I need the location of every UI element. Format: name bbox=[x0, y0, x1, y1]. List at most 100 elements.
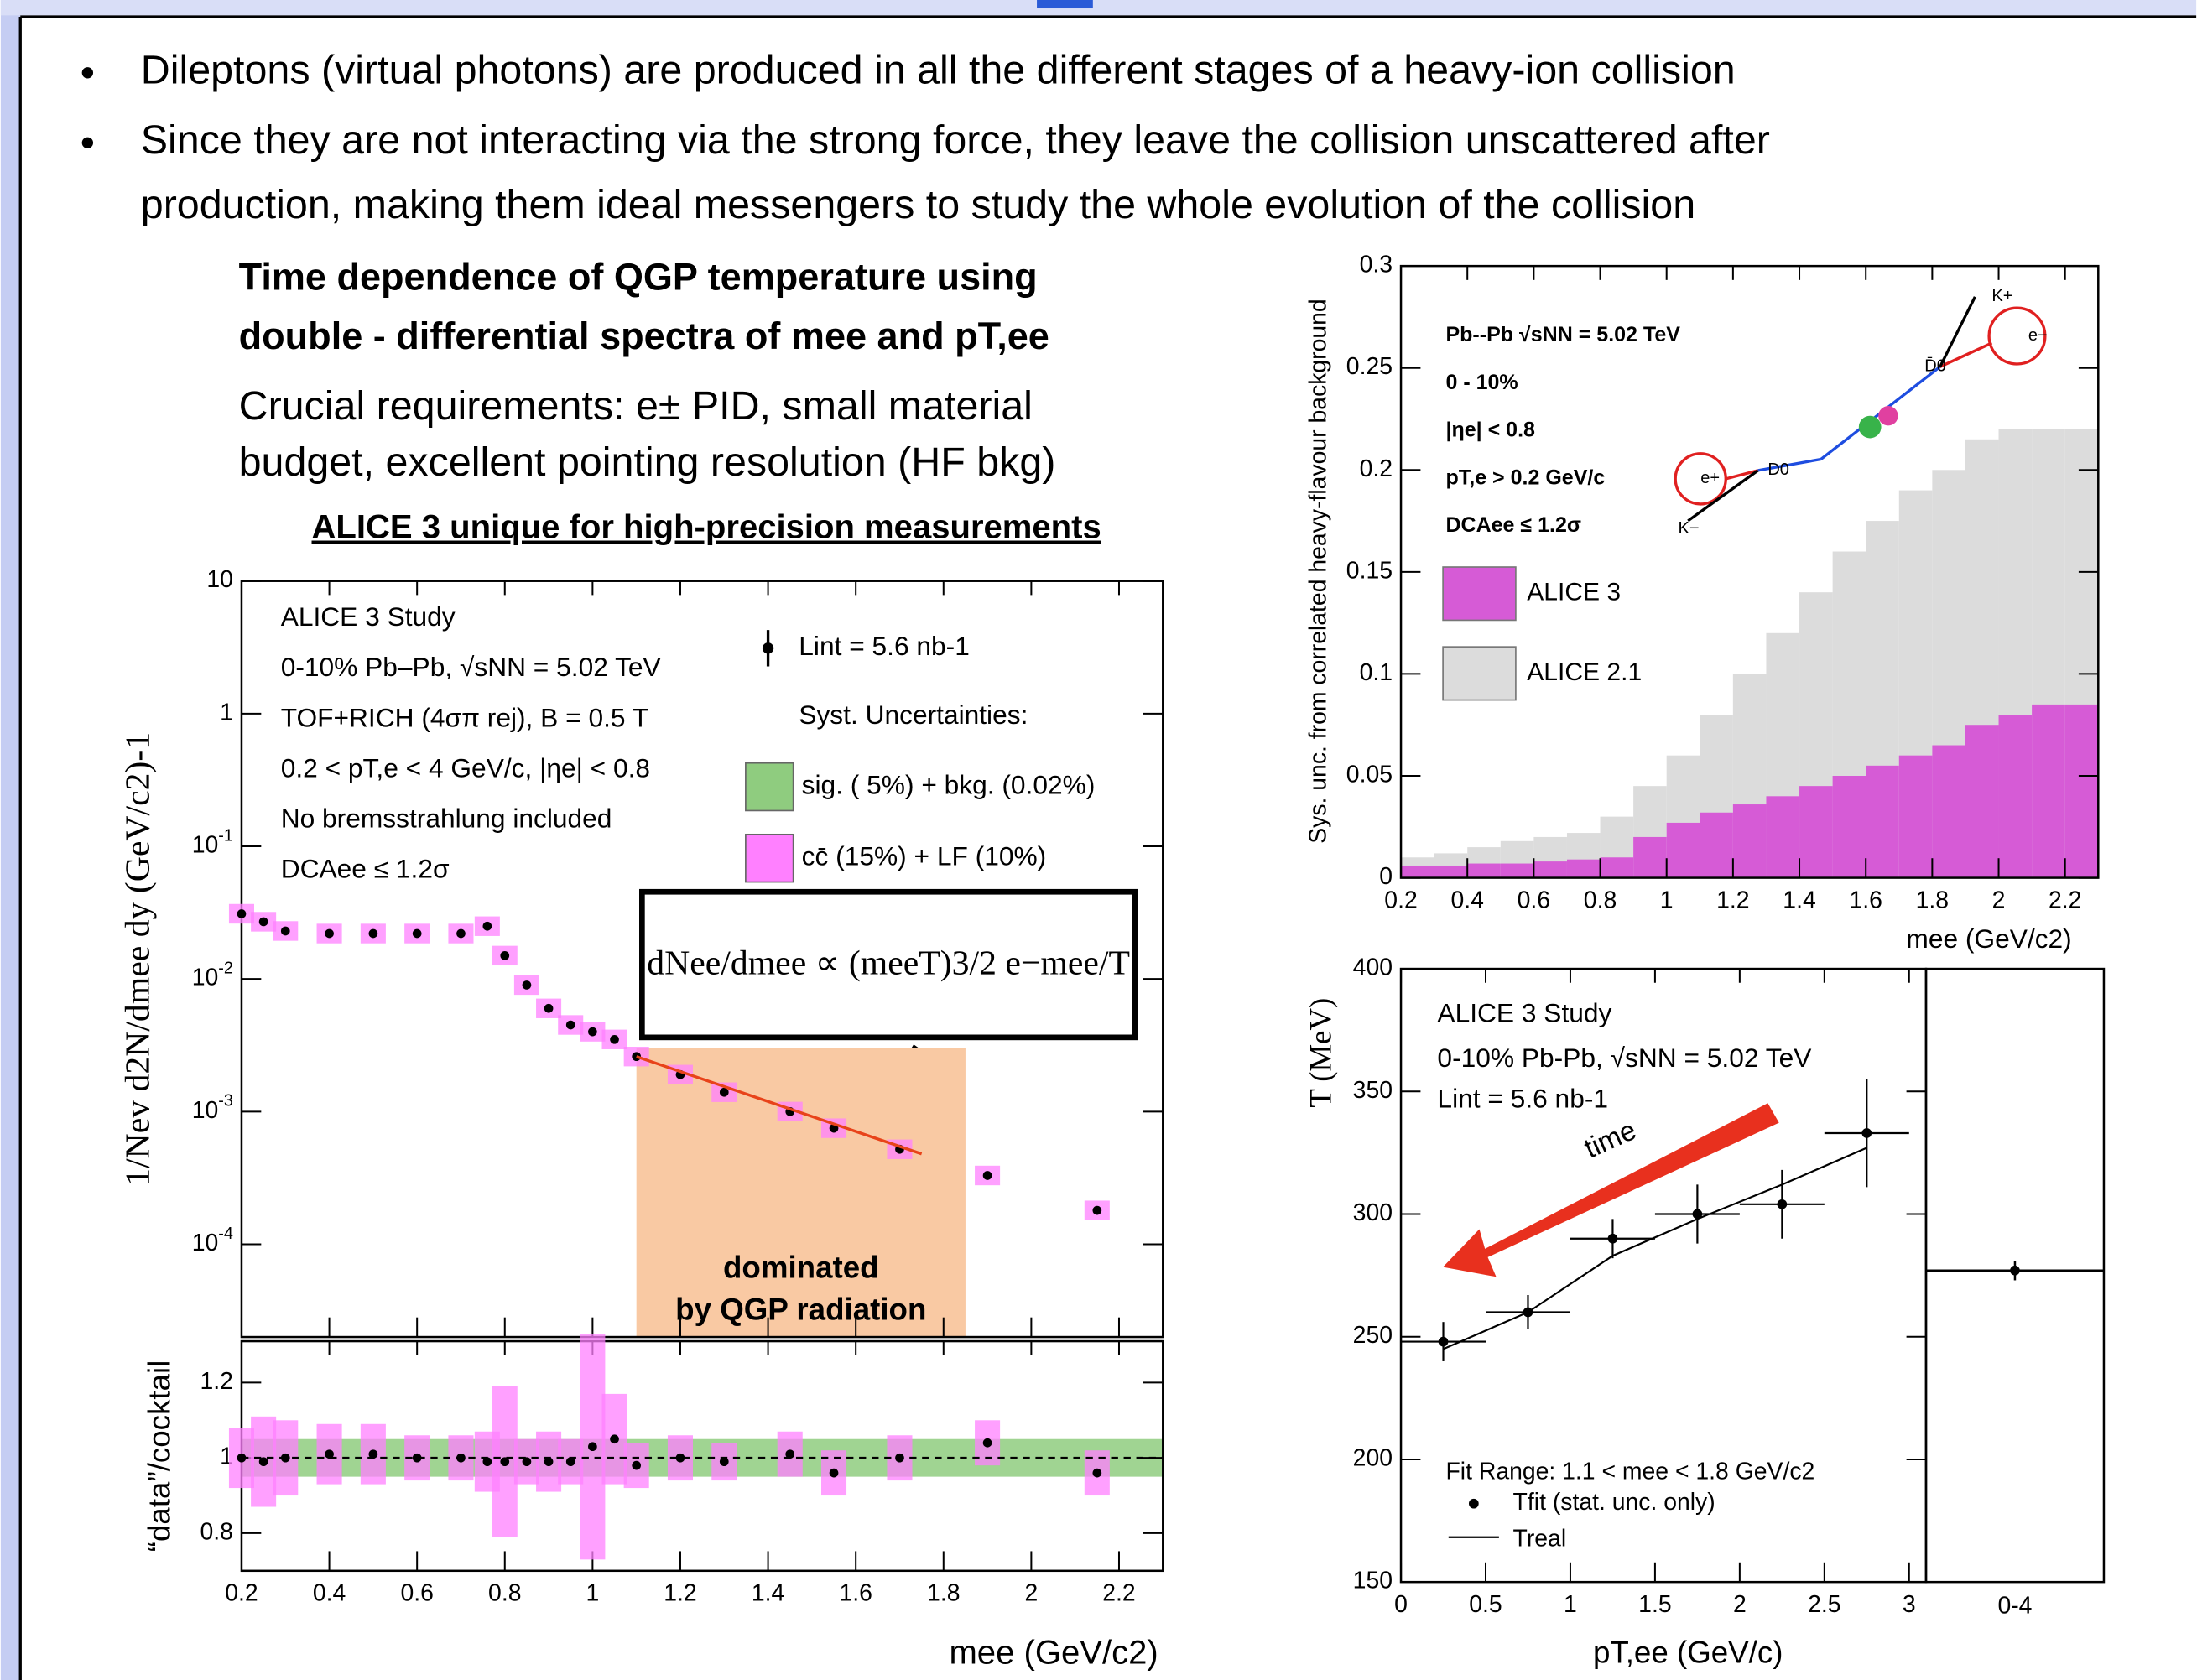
data-point bbox=[482, 1457, 492, 1467]
data-point bbox=[1092, 1205, 1102, 1215]
legend-swatch bbox=[745, 833, 794, 883]
annotation: |ηe| < 0.8 bbox=[1445, 419, 1535, 442]
region-label: by QGP radiation bbox=[675, 1293, 926, 1327]
left-stripe bbox=[0, 0, 21, 1680]
data-point bbox=[325, 928, 334, 939]
data-point bbox=[522, 980, 532, 990]
tick-label: 150 bbox=[1353, 1568, 1393, 1594]
tick-label: 1 bbox=[220, 699, 233, 726]
data-point bbox=[632, 1460, 642, 1470]
bullet-text: production, making them ideal messengers… bbox=[141, 182, 1695, 227]
hist-bar bbox=[1434, 865, 1468, 878]
tick-label: 0.4 bbox=[313, 1580, 346, 1607]
annotation: Pb--Pb √sNN = 5.02 TeV bbox=[1445, 323, 1680, 346]
data-point bbox=[368, 928, 378, 939]
tick-label: 1.6 bbox=[1849, 887, 1882, 913]
data-point bbox=[588, 1442, 597, 1452]
annotation: pT,e > 0.2 GeV/c bbox=[1445, 466, 1605, 489]
tick-label: 0.6 bbox=[400, 1580, 433, 1607]
tick-label: 2.2 bbox=[2049, 887, 2081, 913]
hist-bar bbox=[1700, 812, 1733, 878]
tick-label: 1.2 bbox=[200, 1368, 233, 1395]
tick-label: 0.8 bbox=[1584, 887, 1617, 913]
tick-label: 0.2 bbox=[1360, 455, 1393, 482]
legend-swatch bbox=[1442, 646, 1517, 701]
hist-bar bbox=[1932, 745, 1965, 878]
legend-label: sig. ( 5%) + bkg. (0.02%) bbox=[802, 769, 1096, 799]
legend-swatch bbox=[745, 762, 794, 812]
time-arrow bbox=[1443, 1103, 1779, 1277]
tick-exponent: -4 bbox=[218, 1225, 233, 1243]
tick-label: 0.3 bbox=[1360, 252, 1393, 278]
legend-title: Syst. Uncertainties: bbox=[799, 700, 1028, 730]
tick-exponent: -2 bbox=[218, 960, 233, 978]
tick-label: 1.4 bbox=[1783, 887, 1815, 913]
annotation: Lint = 5.6 nb-1 bbox=[1437, 1083, 1608, 1113]
data-point bbox=[544, 1457, 554, 1467]
legend-marker bbox=[1468, 1498, 1479, 1509]
tick-label: 1 bbox=[586, 1580, 599, 1607]
tick-label: 1 bbox=[1660, 887, 1674, 913]
tick-label: 0.15 bbox=[1346, 557, 1393, 584]
data-point bbox=[1692, 1209, 1703, 1220]
panel-highlight: ALICE 3 unique for high-precision measur… bbox=[312, 509, 1101, 546]
legend-label: Tfit (stat. unc. only) bbox=[1513, 1489, 1715, 1516]
hist-bar bbox=[1832, 775, 1866, 878]
hist-bar bbox=[1467, 863, 1501, 878]
y-axis-label: T (MeV) bbox=[1304, 998, 1338, 1108]
tick-label: 0.2 bbox=[225, 1580, 258, 1607]
data-point bbox=[610, 1034, 619, 1044]
annotation: Fit Range: 1.1 < mee < 1.8 GeV/c2 bbox=[1445, 1458, 1814, 1485]
hist-bar bbox=[1766, 796, 1800, 878]
data-point bbox=[500, 1457, 510, 1467]
hist-bar bbox=[1866, 765, 1899, 878]
tick-label: 0 bbox=[1379, 863, 1393, 890]
model-line bbox=[1443, 1147, 1867, 1350]
hist-bar bbox=[1965, 725, 1999, 878]
tick-label: 0.1 bbox=[1360, 659, 1393, 686]
data-point bbox=[588, 1027, 597, 1037]
data-point bbox=[258, 917, 268, 927]
panel-requirements: budget, excellent pointing resolution (H… bbox=[239, 440, 1056, 485]
data-point bbox=[280, 926, 290, 936]
annotation: 0-10% Pb–Pb, √sNN = 5.02 TeV bbox=[281, 652, 661, 682]
annotation: ALICE 3 Study bbox=[1437, 998, 1611, 1028]
diagram-label: e− bbox=[2028, 326, 2048, 345]
legend-swatch bbox=[1442, 566, 1517, 622]
hist-bar bbox=[1500, 863, 1534, 878]
y-axis-label: “data”/cocktail bbox=[143, 1360, 177, 1553]
data-point bbox=[982, 1171, 992, 1180]
annotation: 0.2 < pT,e < 4 GeV/c, |ηe| < 0.8 bbox=[281, 752, 650, 783]
data-point bbox=[610, 1434, 619, 1444]
top-bar bbox=[0, 0, 2197, 16]
tick-label: 0.25 bbox=[1346, 353, 1393, 380]
tick-label: 2 bbox=[1992, 887, 2006, 913]
tick-label: 400 bbox=[1353, 954, 1393, 981]
tick-label: 1.2 bbox=[1716, 887, 1749, 913]
annotation: DCAee ≤ 1.2σ bbox=[281, 854, 450, 884]
data-point bbox=[565, 1020, 575, 1030]
hist-bar bbox=[1732, 804, 1767, 878]
x-axis-label: mee (GeV/c2) bbox=[1906, 923, 2071, 954]
data-point bbox=[982, 1438, 992, 1448]
tick-label: 1.4 bbox=[752, 1580, 784, 1607]
x-axis-label: pT,ee (GeV/c) bbox=[1593, 1636, 1783, 1670]
data-point bbox=[785, 1449, 795, 1459]
annotation: ALICE 3 Study bbox=[281, 601, 456, 632]
legend-label: Treal bbox=[1513, 1526, 1567, 1553]
y-axis-label: Sys. unc. from correlated heavy-flavour … bbox=[1305, 299, 1332, 843]
data-point bbox=[719, 1087, 729, 1097]
hist-bar bbox=[1998, 715, 2033, 878]
data-point bbox=[258, 1457, 268, 1467]
tick-label: 1.2 bbox=[664, 1580, 696, 1607]
tick-label: 0.6 bbox=[1518, 887, 1550, 913]
hist-bar bbox=[1566, 859, 1601, 878]
tick-label: 1.8 bbox=[927, 1580, 960, 1607]
tick-label: 0.8 bbox=[488, 1580, 521, 1607]
bullet-text: Since they are not interacting via the s… bbox=[141, 117, 1770, 163]
legend-label: ALICE 2.1 bbox=[1527, 658, 1642, 686]
tick-label: 0 bbox=[1394, 1591, 1408, 1618]
data-point bbox=[500, 950, 510, 960]
annotation: 0 - 10% bbox=[1445, 371, 1518, 394]
